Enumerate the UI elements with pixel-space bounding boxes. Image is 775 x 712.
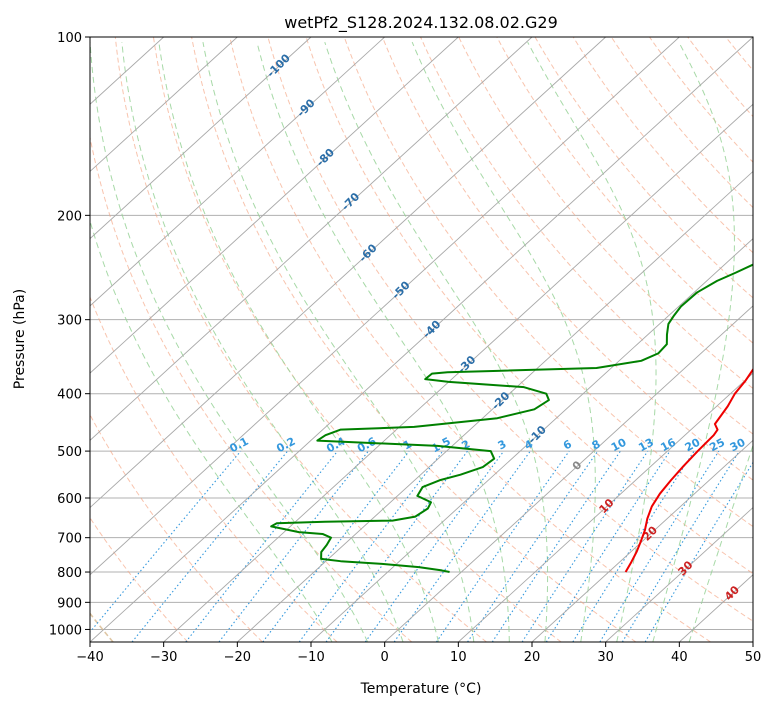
isotherm-line [90, 37, 238, 173]
dry-adiabat [114, 37, 487, 642]
mixing-ratio-line [521, 450, 649, 642]
mixing-ratio-line [262, 450, 410, 642]
dry-adiabat [381, 37, 753, 481]
x-tick-label: −30 [150, 650, 177, 665]
moist-adiabats [90, 41, 753, 642]
y-tick-label: 900 [57, 596, 82, 611]
moist-adiabat [158, 42, 439, 642]
dry-adiabat [229, 37, 711, 642]
isotherm-line [384, 305, 753, 642]
sounding-profiles [270, 263, 753, 574]
y-tick-label: 1000 [49, 623, 82, 638]
moist-adiabat [688, 443, 753, 642]
isotherm-lines [90, 37, 753, 642]
x-tick-label: 20 [524, 650, 541, 665]
mixing-ratio-line [467, 450, 599, 642]
chart-title: wetPf2_S128.2024.132.08.02.G29 [284, 13, 558, 33]
mixing-ratio-line [90, 450, 242, 633]
dry-adiabat [90, 295, 338, 642]
x-tick-label: −10 [297, 650, 324, 665]
dry-adiabat [191, 37, 637, 642]
mixing-ratio-line [298, 450, 444, 642]
isotherm-line [90, 37, 606, 509]
mixing-ratio-label: 10 [609, 435, 629, 454]
moist-adiabat [324, 41, 549, 642]
y-tick-label: 400 [57, 388, 82, 403]
dewpoint-profile-line [270, 263, 753, 574]
y-axis-ticks: 100 200 300 400 500 600 700 800 900 1000 [49, 31, 90, 638]
moist-adiabat [652, 41, 735, 642]
y-axis-label: Pressure (hPa) [12, 289, 28, 389]
temperature-profile-line [624, 367, 753, 573]
x-tick-label: 40 [671, 650, 688, 665]
isotherm-line [458, 372, 753, 642]
mixing-ratio-line [435, 450, 570, 642]
moist-adiabat [121, 42, 404, 642]
x-axis-label: Temperature (°C) [360, 681, 482, 697]
dry-adiabat [764, 37, 775, 642]
y-tick-label: 300 [57, 314, 82, 329]
moist-adiabat [256, 41, 510, 642]
dry-adiabat [496, 37, 753, 344]
mixing-ratio-label: 16 [658, 436, 678, 455]
dry-adiabat [305, 37, 753, 575]
x-tick-label: 10 [450, 650, 467, 665]
y-tick-label: 200 [57, 209, 82, 224]
isotherm-line [531, 439, 753, 642]
mixing-ratio-line [131, 450, 289, 642]
isotherm-line [90, 37, 385, 307]
isotherm-line [605, 506, 753, 642]
mixing-ratio-label: 30 [728, 436, 748, 455]
y-tick-label: 800 [57, 566, 82, 581]
mixing-ratio-line [185, 450, 338, 642]
isotherm-line [90, 37, 753, 642]
isotherm-line [90, 37, 680, 576]
mixing-ratio-label: 20 [683, 435, 703, 454]
moist-adiabat [90, 219, 333, 642]
mixing-ratio-line [491, 450, 621, 642]
dry-adiabat [343, 37, 753, 528]
mixing-ratio-line [572, 450, 695, 642]
moist-adiabat [411, 41, 596, 642]
x-tick-label: −20 [224, 650, 251, 665]
x-axis-ticks: −40 −30 −20 −10 0 10 20 30 40 50 [76, 642, 761, 665]
x-tick-label: 30 [597, 650, 614, 665]
isotherm-line [90, 37, 459, 374]
dry-adiabat [90, 516, 189, 642]
isotherm-line [752, 641, 753, 642]
isotherm-line [90, 37, 533, 441]
y-tick-label: 500 [57, 445, 82, 460]
moist-adiabat [202, 42, 475, 642]
x-tick-label: −40 [76, 650, 103, 665]
mixing-ratio-line [545, 450, 671, 642]
mixing-ratio-label: 13 [636, 436, 656, 455]
dry-adiabat [458, 37, 753, 390]
y-tick-label: 700 [57, 532, 82, 547]
isotherm-line [163, 103, 753, 642]
dry-adiabat [534, 37, 753, 299]
mixing-ratio-label: 25 [707, 436, 727, 455]
mixing-ratio-line [364, 450, 505, 642]
moist-adiabat [90, 42, 369, 642]
y-tick-label: 100 [57, 31, 82, 46]
plot-frame [89, 36, 754, 643]
y-tick-label: 600 [57, 492, 82, 507]
dry-adiabat [610, 37, 753, 209]
x-tick-label: 50 [745, 650, 762, 665]
isotherm-line [90, 37, 312, 240]
isotherm-line [310, 238, 753, 642]
mixing-ratio-line [621, 450, 740, 642]
isotherm-line [237, 170, 753, 642]
plot-border [89, 36, 754, 643]
dry-adiabat [649, 37, 753, 163]
x-tick-label: 0 [381, 650, 389, 665]
